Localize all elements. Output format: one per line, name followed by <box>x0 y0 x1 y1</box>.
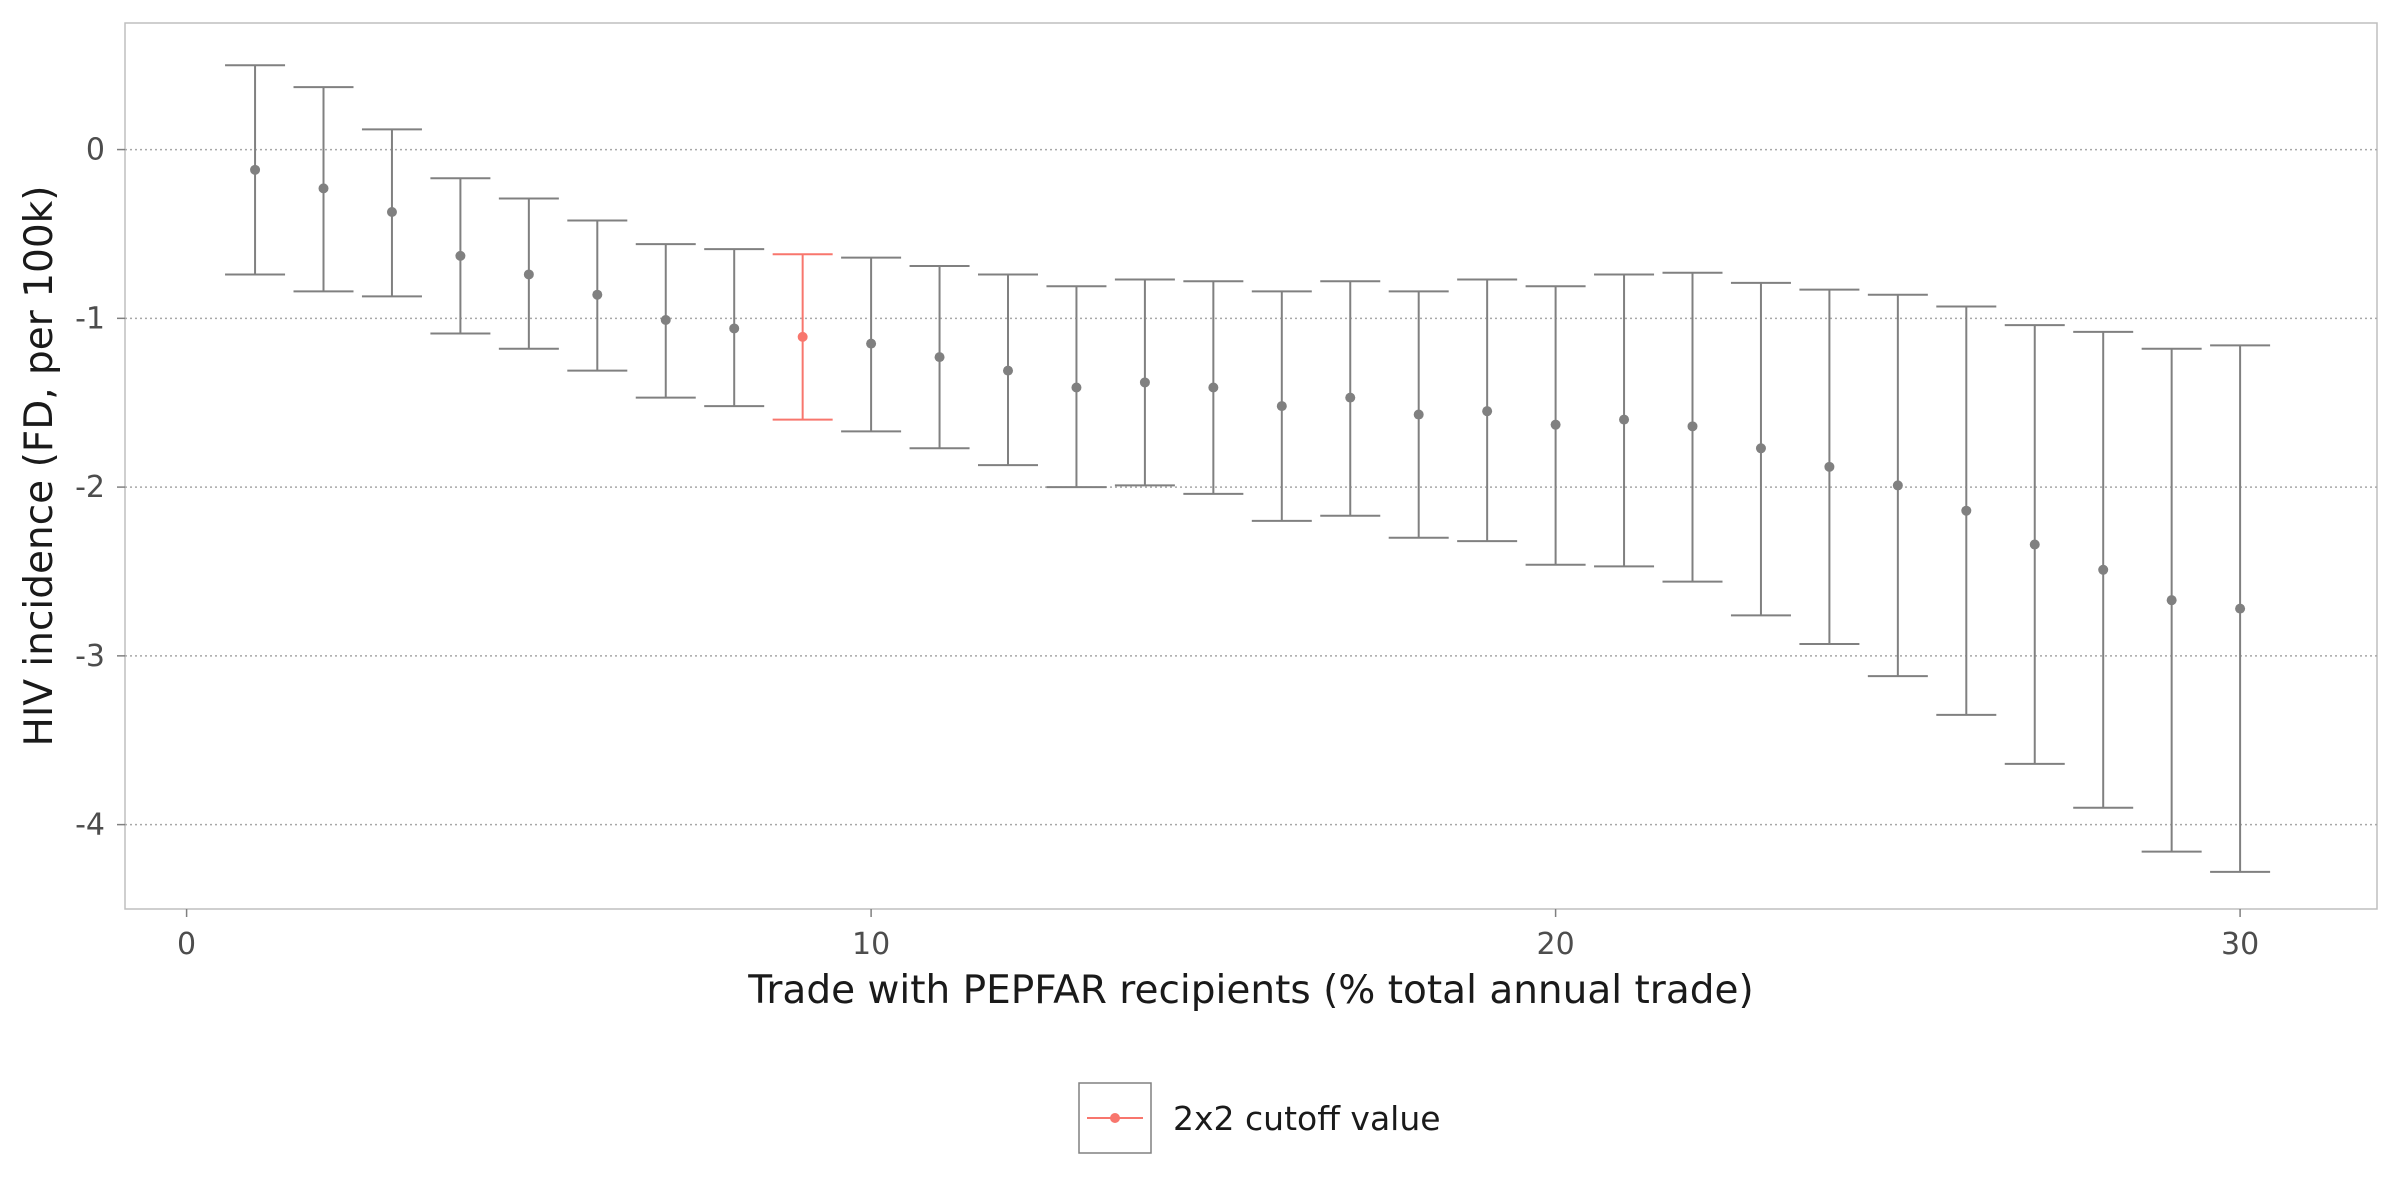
point-estimate <box>250 164 261 175</box>
point-estimate <box>523 269 534 280</box>
point-estimate <box>1208 382 1219 393</box>
point-estimate <box>1824 461 1835 472</box>
x-axis-title: Trade with PEPFAR recipients (% total an… <box>747 968 1753 1013</box>
point-estimate <box>797 331 808 342</box>
x-axis-ticks: 0 10 20 30 <box>177 909 2259 962</box>
y-tick-label: -3 <box>75 639 105 674</box>
y-tick-label: 0 <box>86 133 105 168</box>
x-tick-label: 0 <box>177 927 196 962</box>
point-estimate <box>1276 401 1287 412</box>
point-estimate <box>660 315 671 326</box>
point-estimate <box>1413 409 1424 420</box>
point-estimate <box>592 289 603 300</box>
point-estimate <box>2029 539 2040 550</box>
point-estimate <box>2166 595 2177 606</box>
point-estimate <box>1550 419 1561 430</box>
x-tick-label: 20 <box>1537 927 1575 962</box>
point-estimate <box>1071 382 1082 393</box>
point-estimate <box>1482 406 1493 417</box>
point-estimate <box>318 183 329 194</box>
point-estimate <box>729 323 740 334</box>
legend: 2x2 cutoff value <box>1078 1082 1441 1154</box>
y-tick-label: -1 <box>75 301 105 336</box>
point-estimate <box>934 352 945 363</box>
panel-background <box>124 22 2378 910</box>
point-estimate <box>1345 392 1356 403</box>
y-axis-title: HIV incidence (FD, per 100k) <box>17 186 62 747</box>
legend-key-point <box>1110 1113 1120 1123</box>
point-estimate <box>1003 365 1014 376</box>
y-tick-label: -4 <box>75 808 105 843</box>
y-tick-label: -2 <box>75 470 105 505</box>
point-estimate <box>1139 377 1150 388</box>
x-tick-label: 30 <box>2221 927 2259 962</box>
point-estimate <box>1619 414 1630 425</box>
y-gridlines <box>125 148 2377 826</box>
x-tick-label: 10 <box>852 927 890 962</box>
point-estimate <box>1892 480 1903 491</box>
point-estimate <box>386 207 397 218</box>
y-axis-ticks: 0 -1 -2 -3 -4 <box>75 133 125 843</box>
point-estimate <box>1687 421 1698 432</box>
point-estimates <box>250 164 2246 614</box>
legend-label: 2x2 cutoff value <box>1173 1099 1441 1138</box>
point-estimate <box>1961 505 1972 516</box>
point-estimate <box>866 338 877 349</box>
point-estimate <box>2098 564 2109 575</box>
point-estimate <box>455 250 466 261</box>
point-estimate <box>1755 443 1766 454</box>
plot-panel <box>124 22 2378 910</box>
point-estimate <box>2235 603 2246 614</box>
